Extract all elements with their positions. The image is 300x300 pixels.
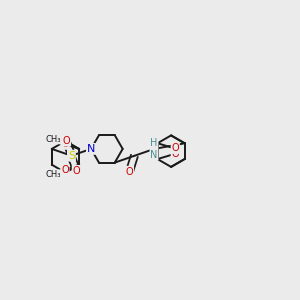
Text: O: O: [126, 167, 133, 177]
Text: O: O: [61, 139, 69, 149]
Text: CH₃: CH₃: [46, 135, 61, 144]
Text: S: S: [68, 151, 75, 161]
Text: O: O: [171, 143, 179, 153]
Text: O: O: [171, 149, 179, 159]
Text: O: O: [63, 136, 70, 146]
Text: H
N: H N: [150, 138, 158, 160]
Text: CH₃: CH₃: [46, 170, 61, 179]
Text: N: N: [87, 144, 95, 154]
Text: O: O: [61, 165, 69, 175]
Text: O: O: [73, 166, 80, 176]
